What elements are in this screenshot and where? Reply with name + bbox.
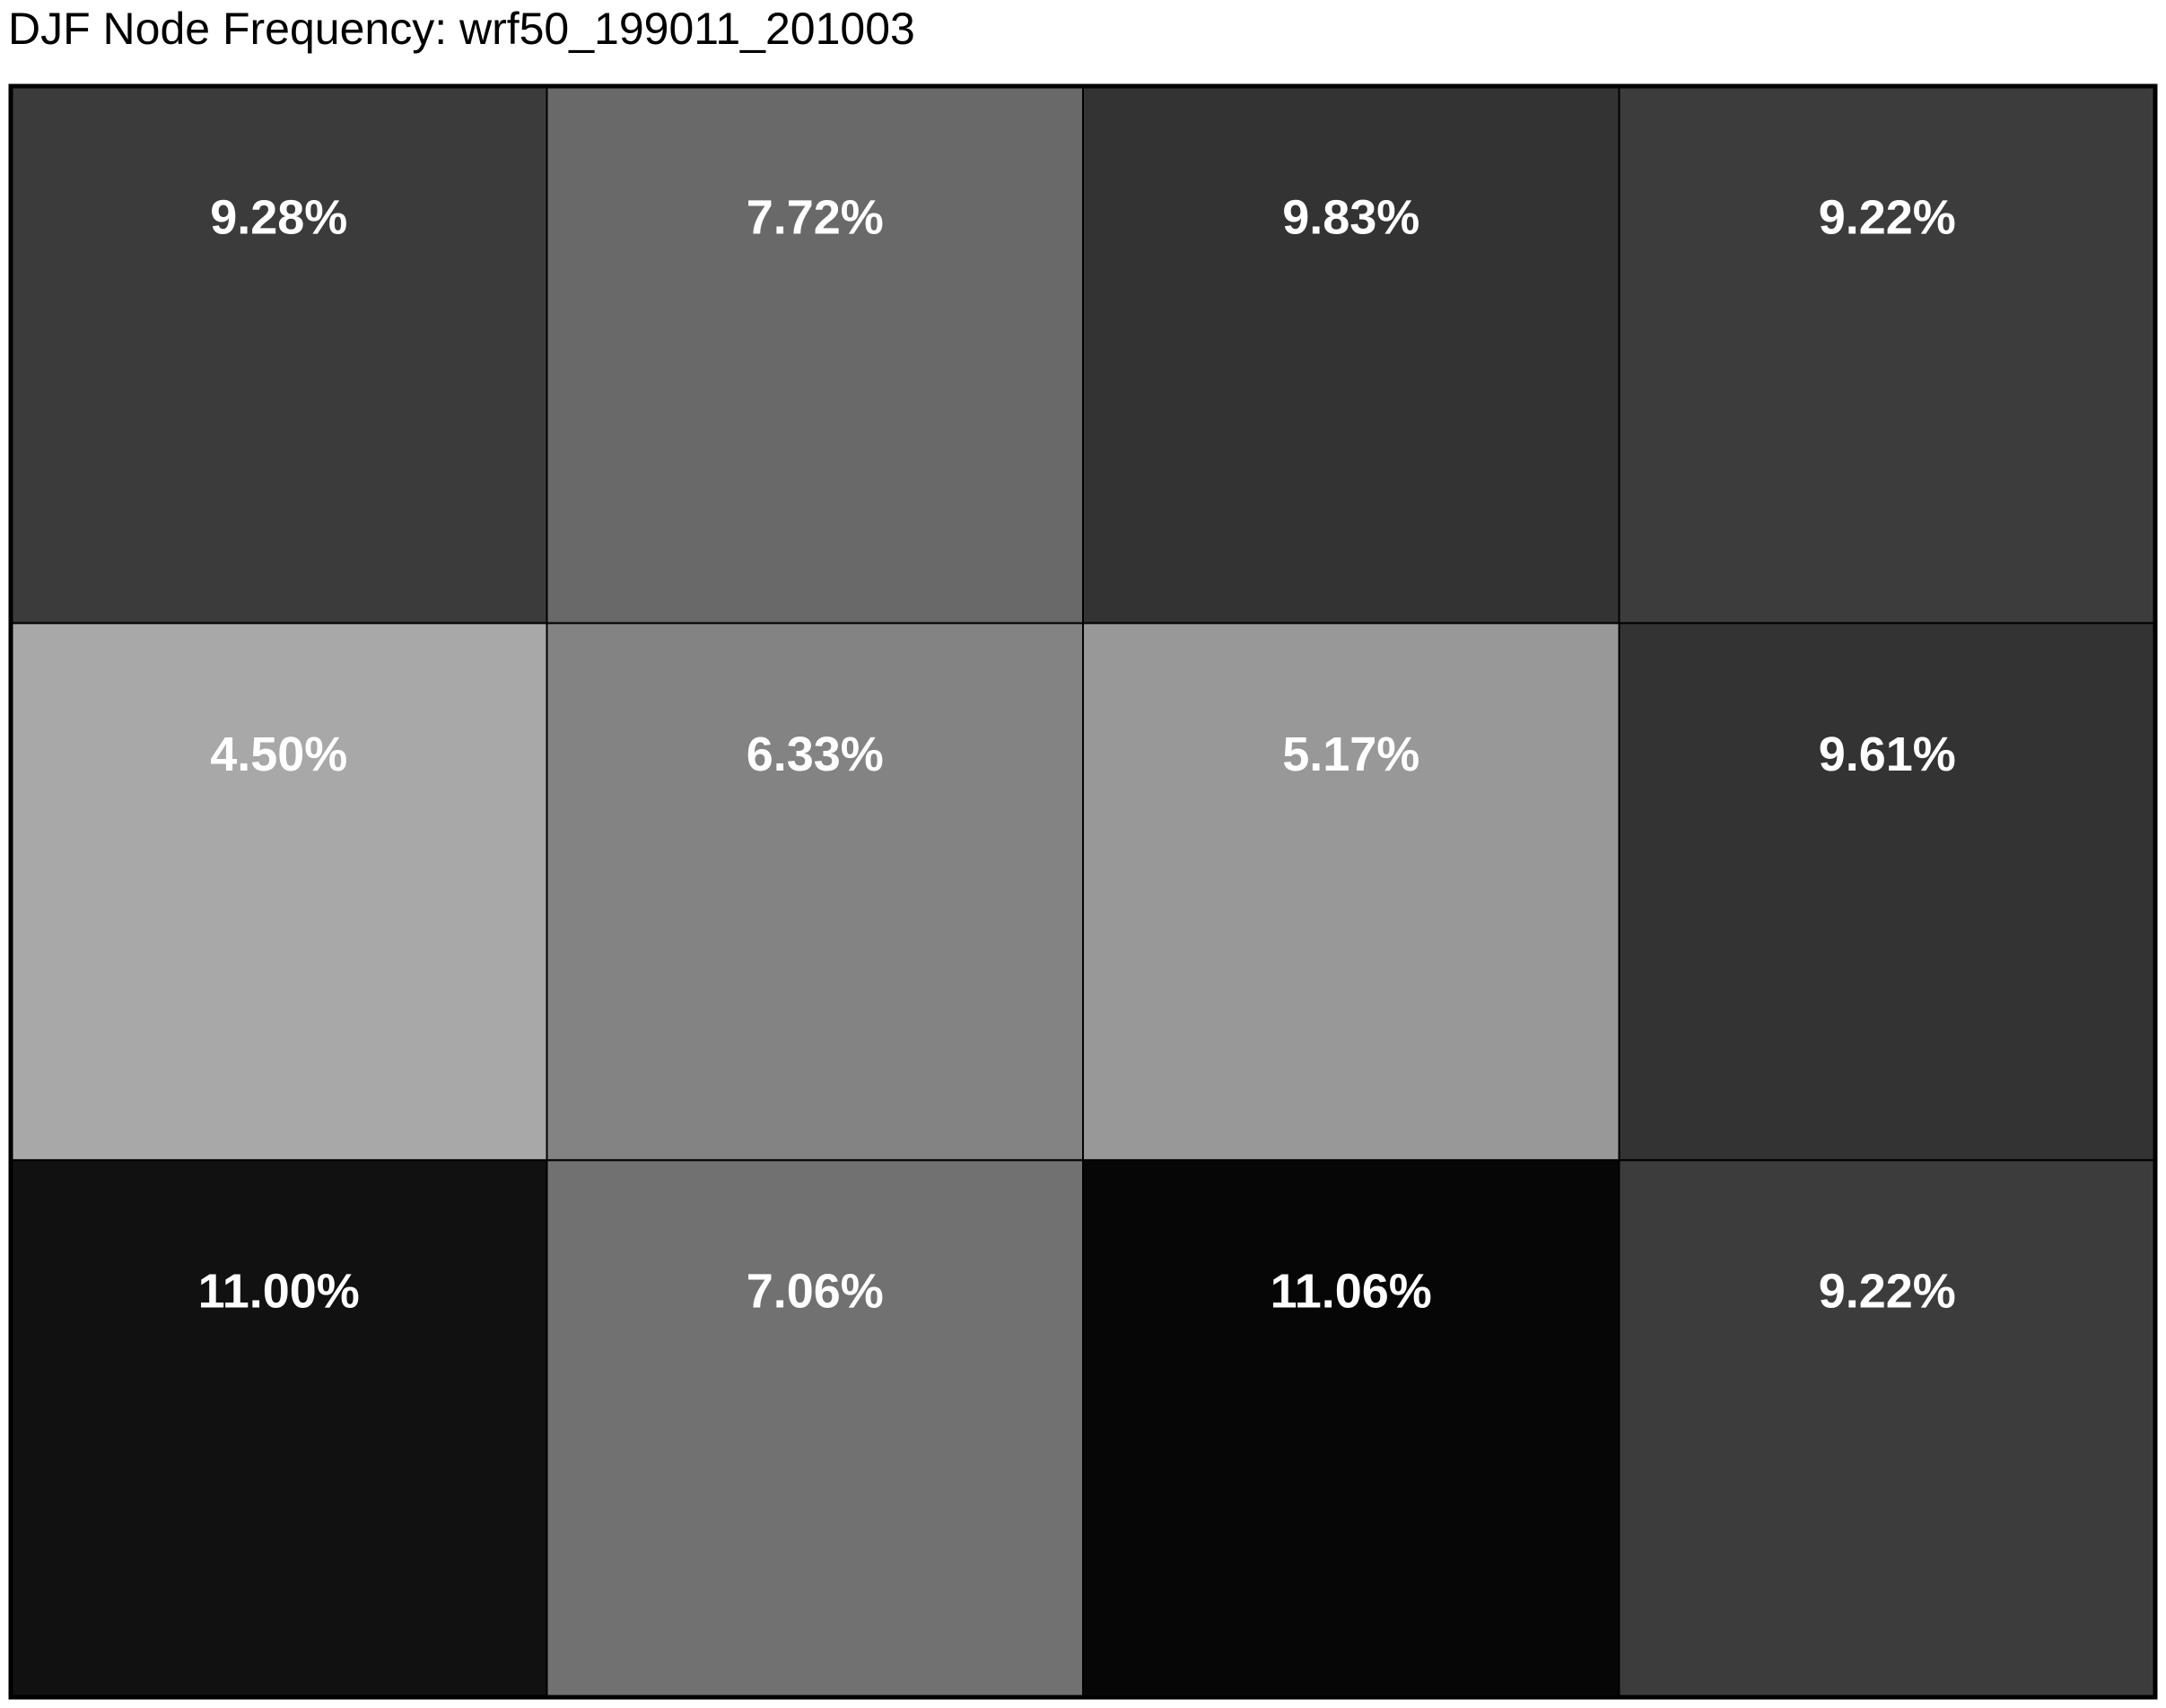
cell-value-label-r3-c4: 9.22% xyxy=(1819,1265,1956,1319)
heatmap-cells xyxy=(10,85,2156,1699)
cell-value-label-r2-c3: 5.17% xyxy=(1282,728,1419,781)
chart-title: DJF Node Frequency: wrf50_199011_201003 xyxy=(8,4,915,54)
cell-value-label-r1-c2: 7.72% xyxy=(747,190,884,244)
cell-value-label-r2-c4: 9.61% xyxy=(1819,728,1956,781)
heatmap-cell-r3-c1 xyxy=(10,1159,548,1699)
cell-value-label-r2-c2: 6.33% xyxy=(747,728,884,781)
heatmap-cell-r2-c3 xyxy=(1082,622,1620,1162)
heatmap-cell-r3-c4 xyxy=(1618,1159,2156,1699)
cell-value-label-r2-c1: 4.50% xyxy=(210,728,347,781)
plot-frame xyxy=(8,83,2158,1700)
heatmap-cell-r1-c1 xyxy=(10,85,548,624)
cell-value-label-r3-c3: 11.06% xyxy=(1271,1265,1432,1319)
heatmap-cell-r3-c2 xyxy=(546,1159,1084,1699)
heatmap-cell-r1-c2 xyxy=(546,85,1084,624)
heatmap-labels: 9.28% 7.72% 9.83% 9.22% 4.50% 6.33% 5.17% 9.61%… xyxy=(198,190,1956,1318)
heatmap-cell-r2-c4 xyxy=(1618,622,2156,1162)
cell-value-label-r3-c1: 11.00% xyxy=(198,1265,360,1319)
heatmap-cell-r3-c3 xyxy=(1082,1159,1620,1699)
cell-value-label-r3-c2: 7.06% xyxy=(747,1265,884,1319)
heatmap-cell-r1-c3 xyxy=(1082,85,1620,624)
cell-value-label-r1-c3: 9.83% xyxy=(1282,190,1419,244)
heatmap-cell-r1-c4 xyxy=(1618,85,2156,624)
heatmap-cell-r2-c1 xyxy=(10,622,548,1162)
heatmap-cell-r2-c2 xyxy=(546,622,1084,1162)
cell-value-label-r1-c1: 9.28% xyxy=(210,190,347,244)
cell-value-label-r1-c4: 9.22% xyxy=(1819,190,1956,244)
